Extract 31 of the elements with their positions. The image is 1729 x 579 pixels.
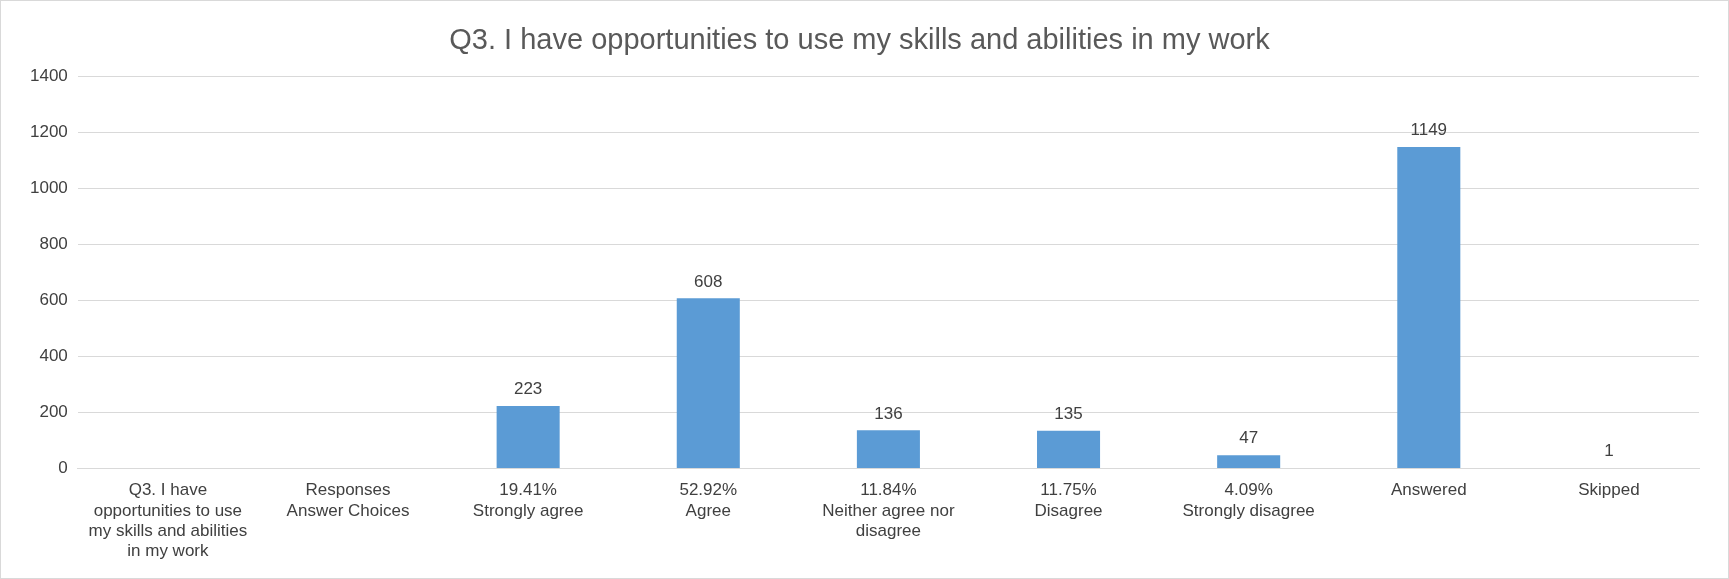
y-tick-label: 1000 bbox=[29, 178, 68, 198]
data-label: 47 bbox=[1239, 428, 1259, 448]
y-tick-label: 1200 bbox=[29, 122, 68, 142]
x-tick-label: 11.84% Neither agree nor disagree bbox=[822, 480, 955, 541]
x-tick-label: 11.75% Disagree bbox=[1034, 480, 1103, 520]
bar bbox=[1217, 455, 1281, 468]
data-label: 1149 bbox=[1410, 120, 1448, 140]
bar bbox=[1397, 147, 1461, 468]
y-tick-label: 1400 bbox=[29, 66, 68, 86]
data-label: 136 bbox=[874, 403, 903, 423]
x-tick-label: Q3. I have opportunities to use my skills and abilities in my work bbox=[88, 480, 248, 561]
y-tick-label: 200 bbox=[39, 402, 68, 422]
x-tick-label: Responses Answer Choices bbox=[286, 480, 410, 520]
data-label: 135 bbox=[1054, 403, 1083, 423]
data-label: 1 bbox=[1604, 441, 1614, 461]
bar bbox=[676, 298, 740, 468]
data-label: 608 bbox=[694, 271, 723, 291]
x-tick-label: 52.92% Agree bbox=[679, 480, 738, 520]
y-tick-label: 800 bbox=[39, 234, 68, 254]
y-tick-label: 400 bbox=[39, 346, 68, 366]
bar bbox=[1037, 430, 1101, 468]
x-tick-label: Skipped bbox=[1578, 480, 1640, 500]
x-tick-label: Answered bbox=[1391, 480, 1467, 500]
x-tick-label: 4.09% Strongly disagree bbox=[1182, 480, 1315, 520]
x-tick-label: 19.41% Strongly agree bbox=[472, 480, 584, 520]
data-label: 223 bbox=[513, 379, 543, 399]
bar bbox=[856, 430, 920, 468]
chart-title: Q3. I have opportunities to use my skills and abilities in my work bbox=[449, 23, 1271, 56]
bar bbox=[496, 406, 560, 468]
y-tick-label: 0 bbox=[58, 458, 68, 478]
y-tick-label: 600 bbox=[39, 290, 68, 310]
